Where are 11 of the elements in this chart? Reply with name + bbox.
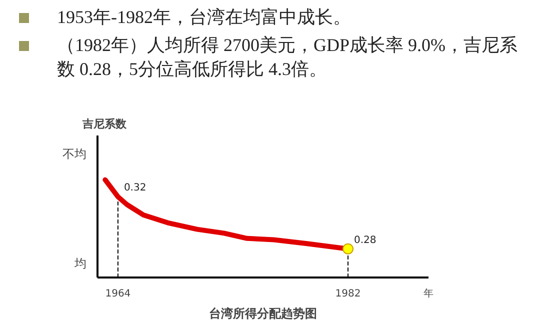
text: 均 — [74, 256, 86, 270]
x-axis-title: 年 — [424, 288, 434, 300]
data-label: 0.28 — [354, 234, 376, 246]
x-tick-label: 1982 — [335, 288, 361, 300]
x-tick-label: 1964 — [105, 288, 131, 300]
y-axis-title: 吉尼系数 — [82, 118, 128, 130]
data-label: 0.32 — [124, 182, 146, 194]
text: 不均 — [62, 146, 86, 161]
text: （1982年）人均所得 2700美元，GDP成长率 9.0%，吉尼系数 0.28，5分位高低所得比 4.3倍。 — [57, 34, 519, 81]
text: 台湾所得分配趋势图 — [209, 306, 317, 320]
text: 1953年-1982年，台湾在均富中成长。 — [57, 6, 351, 29]
